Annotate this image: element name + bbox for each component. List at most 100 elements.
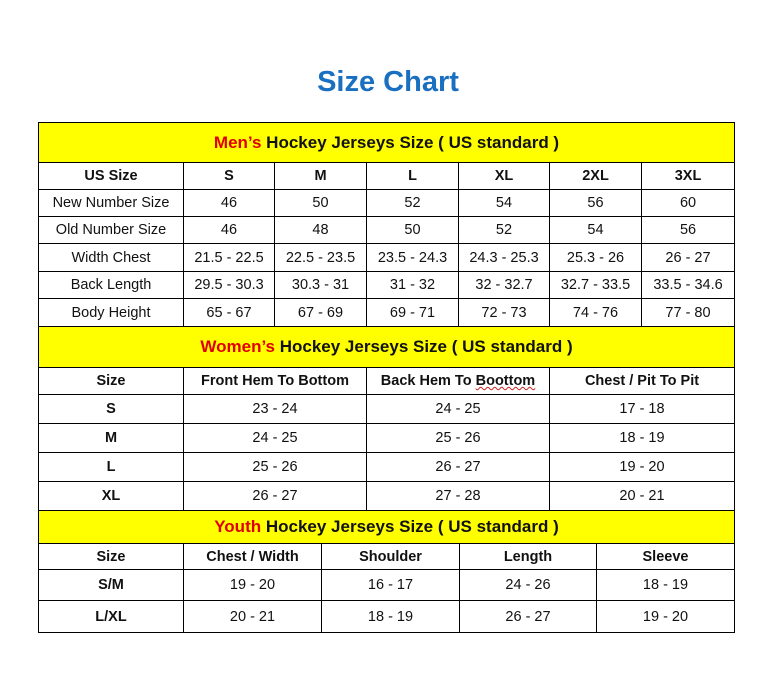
table-row: Old Number Size 46 48 50 52 54 56 bbox=[38, 216, 736, 244]
column-header-label: 3XL bbox=[674, 168, 702, 184]
table-cell: 24 - 26 bbox=[459, 569, 597, 601]
row-label: Back Length bbox=[38, 271, 184, 299]
column-header-label: Back Hem To Boottom bbox=[380, 373, 536, 389]
column-header: Front Hem To Bottom bbox=[183, 367, 367, 395]
column-header: Sleeve bbox=[596, 543, 735, 570]
table-cell: 29.5 - 30.3 bbox=[183, 271, 275, 299]
column-header: Chest / Width bbox=[183, 543, 322, 570]
table-cell: 60 bbox=[640, 189, 736, 217]
table-cell: 72 - 73 bbox=[458, 298, 550, 327]
mens-banner: Men’s Hockey Jerseys Size ( US standard … bbox=[37, 122, 736, 163]
column-header: Size bbox=[38, 543, 184, 570]
table-cell: 54 bbox=[458, 189, 550, 217]
table-cell: 27 - 28 bbox=[366, 481, 550, 511]
table-cell: 74 - 76 bbox=[549, 298, 642, 327]
column-header-label: S bbox=[224, 168, 234, 184]
column-header-label: Front Hem To Bottom bbox=[201, 373, 349, 389]
table-cell: 46 bbox=[183, 189, 275, 217]
section-title-highlight: Youth bbox=[214, 517, 262, 536]
table-cell: 32.7 - 33.5 bbox=[549, 271, 642, 299]
table-cell: 17 - 18 bbox=[548, 394, 736, 424]
table-cell: 19 - 20 bbox=[596, 600, 735, 633]
column-header: Chest / Pit To Pit bbox=[548, 367, 736, 395]
table-cell: 22.5 - 23.5 bbox=[274, 243, 367, 272]
column-header: XL bbox=[458, 162, 550, 190]
table-cell: 32 - 32.7 bbox=[458, 271, 550, 299]
table-cell: 46 bbox=[183, 216, 275, 244]
table-cell: 54 bbox=[549, 216, 642, 244]
table-row: L 25 - 26 26 - 27 19 - 20 bbox=[38, 452, 736, 482]
column-header: 3XL bbox=[640, 162, 736, 190]
row-label: Width Chest bbox=[38, 243, 184, 272]
column-header: Back Hem To Boottom bbox=[366, 367, 550, 395]
youth-size-table: Youth Hockey Jerseys Size ( US standard … bbox=[38, 510, 735, 633]
table-cell: 20 - 21 bbox=[548, 481, 736, 511]
spellcheck-underline: Boottom bbox=[475, 373, 536, 389]
table-cell: 16 - 17 bbox=[321, 569, 460, 601]
row-label: L/XL bbox=[38, 600, 184, 633]
header-row: US Size S M L XL 2XL 3XL bbox=[38, 162, 736, 190]
section-title: Men’s Hockey Jerseys Size ( US standard … bbox=[37, 122, 736, 163]
section-title-text: Hockey Jerseys Size ( US standard ) bbox=[261, 132, 560, 152]
womens-banner: Women’s Hockey Jerseys Size ( US standar… bbox=[37, 326, 736, 368]
column-header: S bbox=[183, 162, 275, 190]
column-header-label: Size bbox=[96, 548, 126, 565]
row-label: XL bbox=[38, 481, 184, 511]
table-cell: 20 - 21 bbox=[183, 600, 322, 633]
column-header: US Size bbox=[38, 162, 184, 190]
table-cell: 23.5 - 24.3 bbox=[366, 243, 459, 272]
table-row: Back Length 29.5 - 30.3 30.3 - 31 31 - 32 32… bbox=[38, 271, 736, 299]
section-title-text: Hockey Jerseys Size ( US standard ) bbox=[275, 337, 573, 356]
table-cell: 26 - 27 bbox=[183, 481, 367, 511]
youth-banner: Youth Hockey Jerseys Size ( US standard … bbox=[38, 510, 735, 544]
table-row: S 23 - 24 24 - 25 17 - 18 bbox=[38, 394, 736, 424]
table-cell: 23 - 24 bbox=[183, 394, 367, 424]
table-cell: 19 - 20 bbox=[548, 452, 736, 482]
header-row: Size Front Hem To Bottom Back Hem To Boott… bbox=[38, 367, 736, 395]
womens-size-table: Women’s Hockey Jerseys Size ( US standar… bbox=[37, 326, 736, 511]
column-header: L bbox=[366, 162, 459, 190]
row-label: S/M bbox=[38, 569, 184, 601]
table-cell: 69 - 71 bbox=[366, 298, 459, 327]
table-cell: 25 - 26 bbox=[183, 452, 367, 482]
column-header-label: 2XL bbox=[582, 168, 609, 184]
table-row: New Number Size 46 50 52 54 56 60 bbox=[38, 189, 736, 217]
column-header: Length bbox=[459, 543, 597, 570]
table-cell: 52 bbox=[458, 216, 550, 244]
column-header-label: Chest / Pit To Pit bbox=[584, 373, 700, 389]
column-header-label: XL bbox=[494, 168, 514, 184]
column-header-label: Shoulder bbox=[359, 548, 422, 565]
table-cell: 31 - 32 bbox=[366, 271, 459, 299]
table-cell: 25 - 26 bbox=[366, 423, 550, 453]
column-header-label: Chest / Width bbox=[206, 548, 299, 565]
column-header: Size bbox=[38, 367, 184, 395]
section-title-highlight: Men’s bbox=[213, 132, 262, 152]
mens-size-table: Men’s Hockey Jerseys Size ( US standard … bbox=[37, 122, 736, 327]
page-title: Size Chart bbox=[317, 66, 459, 98]
table-row: M 24 - 25 25 - 26 18 - 19 bbox=[38, 423, 736, 453]
column-header-label: US Size bbox=[84, 168, 138, 184]
table-cell: 21.5 - 22.5 bbox=[183, 243, 275, 272]
table-cell: 25.3 - 26 bbox=[549, 243, 642, 272]
table-cell: 50 bbox=[274, 189, 367, 217]
row-label: M bbox=[38, 423, 184, 453]
column-header-label: Sleeve bbox=[642, 548, 689, 565]
table-row: S/M 19 - 20 16 - 17 24 - 26 18 - 19 bbox=[38, 569, 735, 601]
table-row: XL 26 - 27 27 - 28 20 - 21 bbox=[38, 481, 736, 511]
row-label: L bbox=[38, 452, 184, 482]
table-cell: 26 - 27 bbox=[366, 452, 550, 482]
table-cell: 18 - 19 bbox=[321, 600, 460, 633]
header-row: Size Chest / Width Shoulder Length Sleeve bbox=[38, 543, 735, 570]
table-cell: 30.3 - 31 bbox=[274, 271, 367, 299]
section-title: Women’s Hockey Jerseys Size ( US standar… bbox=[37, 326, 736, 368]
row-label: S bbox=[38, 394, 184, 424]
table-cell: 26 - 27 bbox=[459, 600, 597, 633]
table-cell: 24 - 25 bbox=[183, 423, 367, 453]
column-header-label: L bbox=[408, 168, 417, 184]
column-header: Shoulder bbox=[321, 543, 460, 570]
column-header: 2XL bbox=[549, 162, 642, 190]
table-row: L/XL 20 - 21 18 - 19 26 - 27 19 - 20 bbox=[38, 600, 735, 633]
table-cell: 52 bbox=[366, 189, 459, 217]
table-cell: 19 - 20 bbox=[183, 569, 322, 601]
column-header-label: Length bbox=[503, 548, 553, 565]
